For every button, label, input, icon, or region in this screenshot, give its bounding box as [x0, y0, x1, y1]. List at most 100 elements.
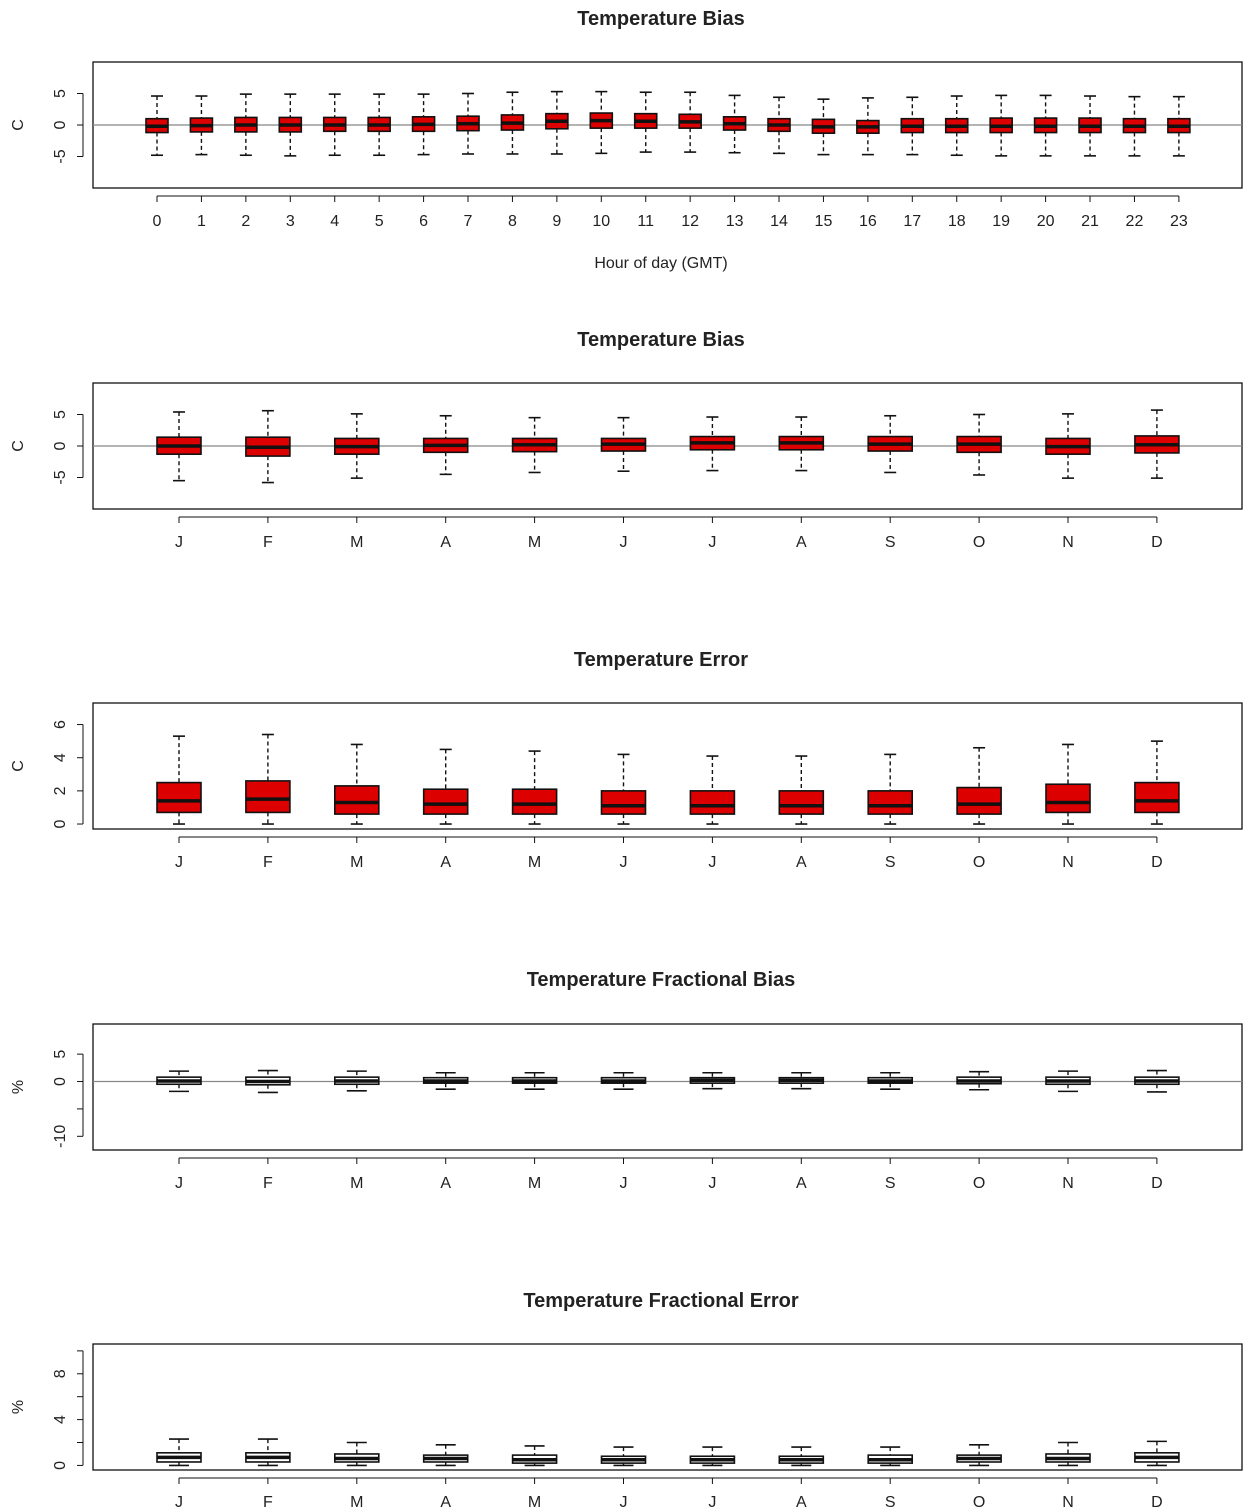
x-tick-label: D: [1151, 854, 1163, 871]
x-tick-label: 1: [197, 213, 206, 230]
boxplot-J: [600, 1071, 647, 1090]
y-tick-label: -5: [52, 470, 69, 484]
boxplot-6: [411, 93, 436, 156]
boxplot-F: [245, 733, 291, 825]
chart-title: Temperature Error: [574, 649, 748, 671]
x-tick-label: J: [620, 1175, 628, 1192]
boxplot-16: [856, 97, 880, 156]
y-tick-label: 6: [52, 720, 69, 729]
boxplot-A: [778, 416, 825, 472]
x-tick-label: F: [263, 1175, 273, 1192]
boxplot-11: [633, 91, 658, 153]
boxplot-4: [322, 93, 347, 157]
x-tick-label: J: [175, 1494, 183, 1511]
iqr-box: [1045, 783, 1091, 814]
chart-panel-4: Temperature Fractional Bias 5 0 -10% J F M A M J J…: [10, 969, 1243, 1192]
boxplot-S: [867, 1071, 914, 1090]
boxplot-M: [333, 413, 380, 479]
y-axis-label: C: [10, 119, 27, 131]
boxplot-10: [589, 90, 614, 155]
x-tick-label: F: [263, 534, 273, 551]
boxplot-S: [867, 753, 914, 825]
x-tick-label: M: [528, 1494, 541, 1511]
boxplot-A: [422, 748, 469, 825]
x-tick-label: M: [350, 1175, 363, 1192]
x-tick-label: 23: [1170, 213, 1188, 230]
x-tick-label: J: [620, 1494, 628, 1511]
x-tick-label: 21: [1081, 213, 1099, 230]
boxplot-14: [767, 96, 791, 155]
x-tick-label: M: [528, 534, 541, 551]
x-axis-label: Hour of day (GMT): [594, 255, 727, 272]
x-tick-label: 9: [552, 213, 561, 230]
x-tick-label: 6: [419, 213, 428, 230]
iqr-box: [778, 790, 825, 815]
x-tick-label: J: [620, 534, 628, 551]
x-tick-label: A: [440, 534, 451, 551]
x-tick-label: N: [1062, 1175, 1074, 1192]
boxplot-5: [367, 93, 391, 157]
x-tick-label: A: [440, 1494, 451, 1511]
boxplot-M: [511, 1445, 558, 1467]
boxplot-13: [722, 94, 747, 154]
y-axis-label: %: [10, 1400, 27, 1414]
x-tick-label: F: [263, 1494, 273, 1511]
x-tick-label: 5: [375, 213, 384, 230]
iqr-box: [511, 788, 558, 815]
boxplot-D: [1134, 740, 1180, 825]
boxplot-20: [1033, 94, 1058, 157]
boxplot-22: [1122, 95, 1147, 157]
boxplot-3: [278, 93, 303, 157]
x-tick-label: A: [796, 1494, 807, 1511]
boxplot-J: [689, 1446, 736, 1467]
boxplot-17: [900, 96, 925, 156]
x-tick-label: 17: [903, 213, 921, 230]
boxplot-0: [145, 95, 169, 157]
y-tick-label: 5: [52, 410, 69, 419]
boxplot-M: [333, 743, 380, 825]
boxplot-23: [1167, 95, 1191, 157]
boxplot-D: [1134, 1440, 1180, 1467]
y-tick-label: 8: [52, 1369, 69, 1378]
x-tick-label: D: [1151, 1175, 1163, 1192]
boxplot-7: [456, 92, 480, 155]
y-tick-label: 0: [52, 819, 69, 828]
x-tick-label: 8: [508, 213, 517, 230]
x-tick-label: 4: [330, 213, 339, 230]
x-tick-label: J: [175, 1175, 183, 1192]
x-tick-label: A: [440, 854, 451, 871]
x-tick-label: 10: [592, 213, 610, 230]
boxplot-A: [422, 1071, 469, 1090]
x-tick-label: 14: [770, 213, 788, 230]
boxplot-S: [867, 1446, 914, 1467]
chart-title: Temperature Fractional Error: [523, 1290, 798, 1312]
chart-panel-2: Temperature Bias 5 0 -5 C J F M A M J J A S O N D: [10, 329, 1243, 551]
boxplot-A: [778, 1446, 825, 1467]
x-tick-label: 18: [948, 213, 966, 230]
boxplot-O: [956, 1444, 1002, 1467]
boxplot-F: [245, 1069, 291, 1094]
x-tick-label: 16: [859, 213, 877, 230]
x-tick-label: N: [1062, 1494, 1074, 1511]
iqr-box: [956, 786, 1002, 815]
boxplot-J: [689, 755, 736, 825]
chart-panel-5: Temperature Fractional Error 8 4 0% J F M A M J J A…: [10, 1290, 1243, 1511]
boxplot-9: [545, 90, 569, 155]
boxplot-F: [245, 409, 291, 484]
x-tick-label: S: [885, 1494, 896, 1511]
boxplot-A: [778, 1071, 825, 1090]
boxplot-M: [511, 416, 558, 474]
boxplot-M: [333, 1070, 380, 1092]
boxplot-O: [956, 413, 1002, 476]
x-tick-label: A: [796, 854, 807, 871]
y-tick-label: -5: [52, 149, 69, 163]
boxplot-O: [956, 746, 1002, 825]
boxplot-D: [1134, 409, 1180, 479]
x-tick-label: J: [620, 854, 628, 871]
iqr-box: [867, 790, 914, 815]
boxplot-18: [944, 95, 969, 157]
boxplot-15: [811, 98, 836, 156]
boxplot-19: [989, 94, 1013, 157]
y-tick-label: 5: [52, 1050, 69, 1059]
